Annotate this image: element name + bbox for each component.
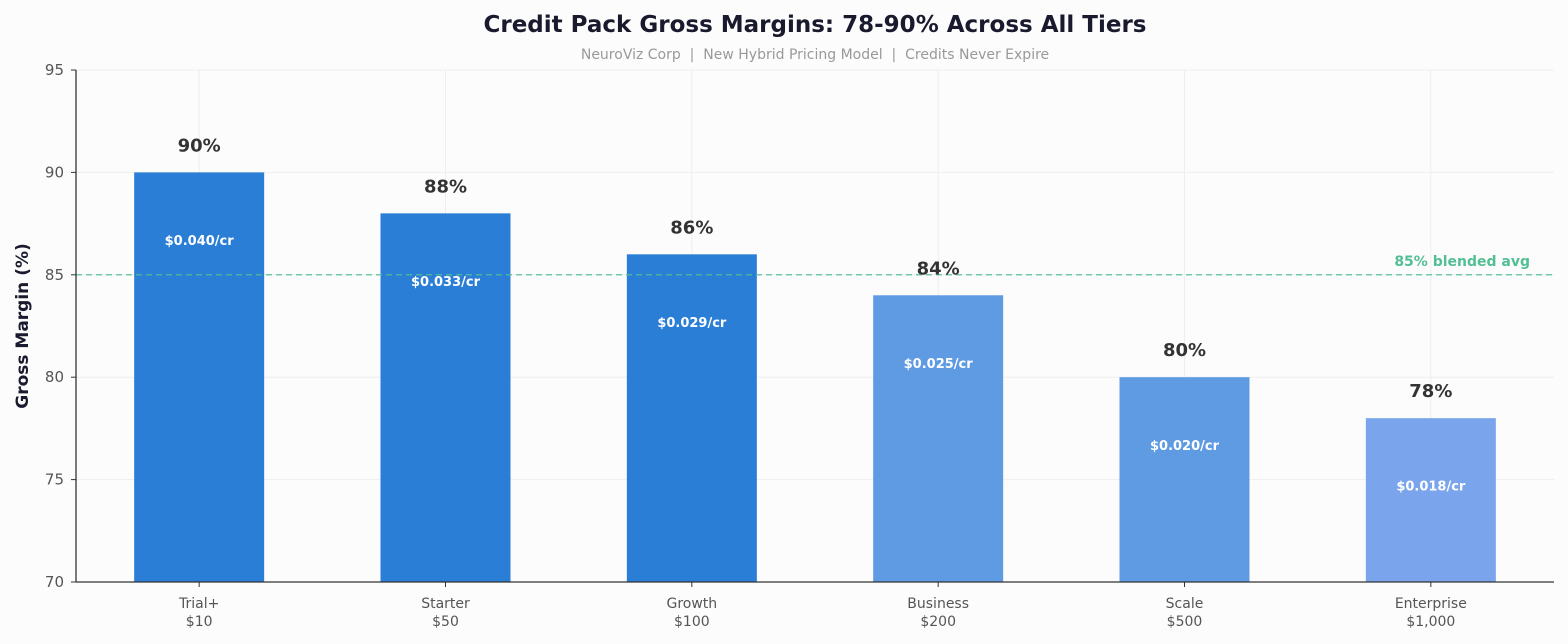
y-tick-label: 95 [45, 61, 64, 79]
y-axis-label: Gross Margin (%) [13, 243, 33, 409]
x-tick-label: Trial+ [178, 596, 219, 612]
value-label: 80% [1163, 340, 1206, 361]
y-tick-label: 80 [45, 368, 64, 386]
y-tick-label: 70 [45, 573, 64, 591]
x-tick-label: Enterprise [1395, 596, 1467, 612]
per-credit-label: $0.020/cr [1150, 439, 1220, 454]
x-tick-price: $50 [432, 614, 459, 630]
y-tick-label: 90 [45, 163, 64, 181]
bar-business [873, 295, 1004, 582]
x-tick-label: Starter [421, 596, 470, 612]
reference-line-label: 85% blended avg [1394, 254, 1530, 270]
value-label: 84% [917, 258, 960, 279]
per-credit-label: $0.040/cr [165, 234, 235, 249]
per-credit-label: $0.025/cr [904, 357, 974, 372]
per-credit-label: $0.029/cr [657, 316, 727, 331]
bar-trial [134, 172, 265, 582]
x-tick-price: $100 [674, 614, 710, 630]
x-tick-price: $10 [186, 614, 213, 630]
x-tick-label: Scale [1166, 596, 1204, 612]
bar-growth [626, 254, 757, 582]
bar-scale [1119, 377, 1250, 582]
y-tick-label: 75 [45, 471, 64, 489]
value-label: 88% [424, 176, 467, 197]
x-tick-price: $200 [920, 614, 956, 630]
chart-subtitle: NeuroViz Corp | New Hybrid Pricing Model… [581, 47, 1049, 63]
chart-title: Credit Pack Gross Margins: 78-90% Across… [483, 12, 1146, 38]
x-tick-price: $500 [1167, 614, 1203, 630]
value-label: 90% [178, 135, 221, 156]
x-tick-price: $1,000 [1406, 614, 1455, 630]
y-tick-label: 85 [45, 266, 64, 284]
x-tick-label: Growth [666, 596, 717, 612]
bar-starter [380, 213, 511, 583]
bar-enterprise [1365, 418, 1496, 582]
value-label: 78% [1409, 381, 1452, 402]
value-label: 86% [670, 217, 713, 238]
x-tick-label: Business [907, 596, 969, 612]
per-credit-label: $0.018/cr [1396, 480, 1466, 495]
per-credit-label: $0.033/cr [411, 275, 481, 290]
